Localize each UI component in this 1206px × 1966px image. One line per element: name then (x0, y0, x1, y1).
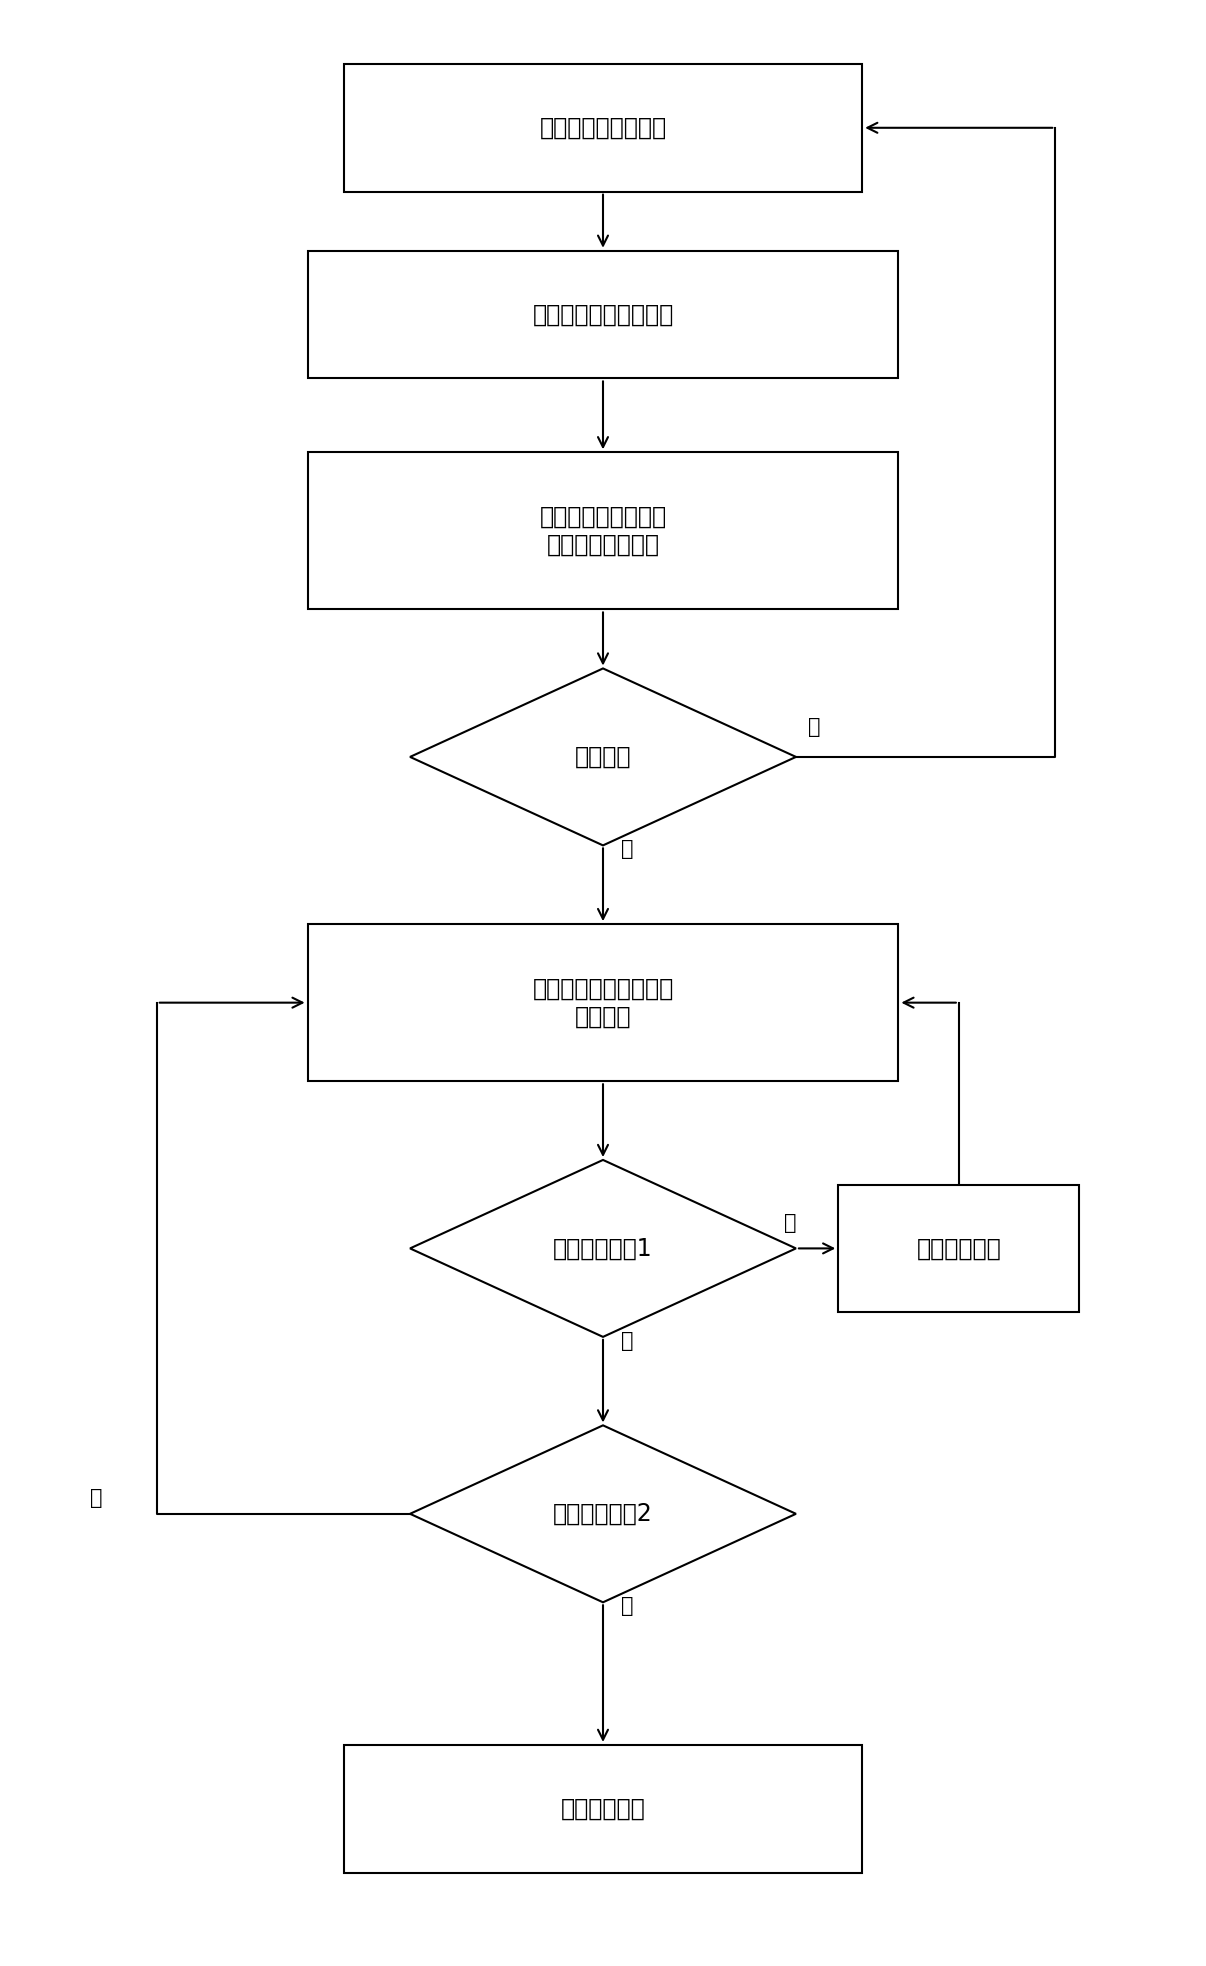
Text: 各侧电流归算到高压侧: 各侧电流归算到高压侧 (532, 303, 674, 326)
Text: 确认计数清零: 确认计数清零 (917, 1237, 1001, 1260)
Text: 计算差动电流采样值
及差动电流突变量: 计算差动电流采样值 及差动电流突变量 (539, 505, 667, 556)
Text: 否: 否 (90, 1488, 103, 1508)
Text: 否: 否 (808, 718, 820, 737)
Polygon shape (410, 1425, 796, 1602)
Text: 否: 否 (784, 1213, 796, 1233)
FancyBboxPatch shape (308, 924, 898, 1081)
Text: 输出动作标志: 输出动作标志 (561, 1797, 645, 1821)
Text: 保护启动: 保护启动 (575, 745, 631, 769)
Text: 是: 是 (621, 1331, 633, 1351)
FancyBboxPatch shape (344, 1746, 862, 1872)
FancyBboxPatch shape (344, 63, 862, 193)
FancyBboxPatch shape (308, 252, 898, 377)
Text: 是: 是 (621, 839, 633, 859)
Polygon shape (410, 1160, 796, 1337)
Text: 获取各侧电流采样值: 获取各侧电流采样值 (539, 116, 667, 140)
FancyBboxPatch shape (308, 452, 898, 609)
Text: 计算差动电流突变量采
样值积分: 计算差动电流突变量采 样值积分 (532, 977, 674, 1028)
Text: 满足动作方程1: 满足动作方程1 (554, 1237, 652, 1260)
Text: 满足动作方程2: 满足动作方程2 (554, 1502, 652, 1526)
Text: 是: 是 (621, 1596, 633, 1616)
Polygon shape (410, 668, 796, 845)
FancyBboxPatch shape (838, 1184, 1079, 1313)
